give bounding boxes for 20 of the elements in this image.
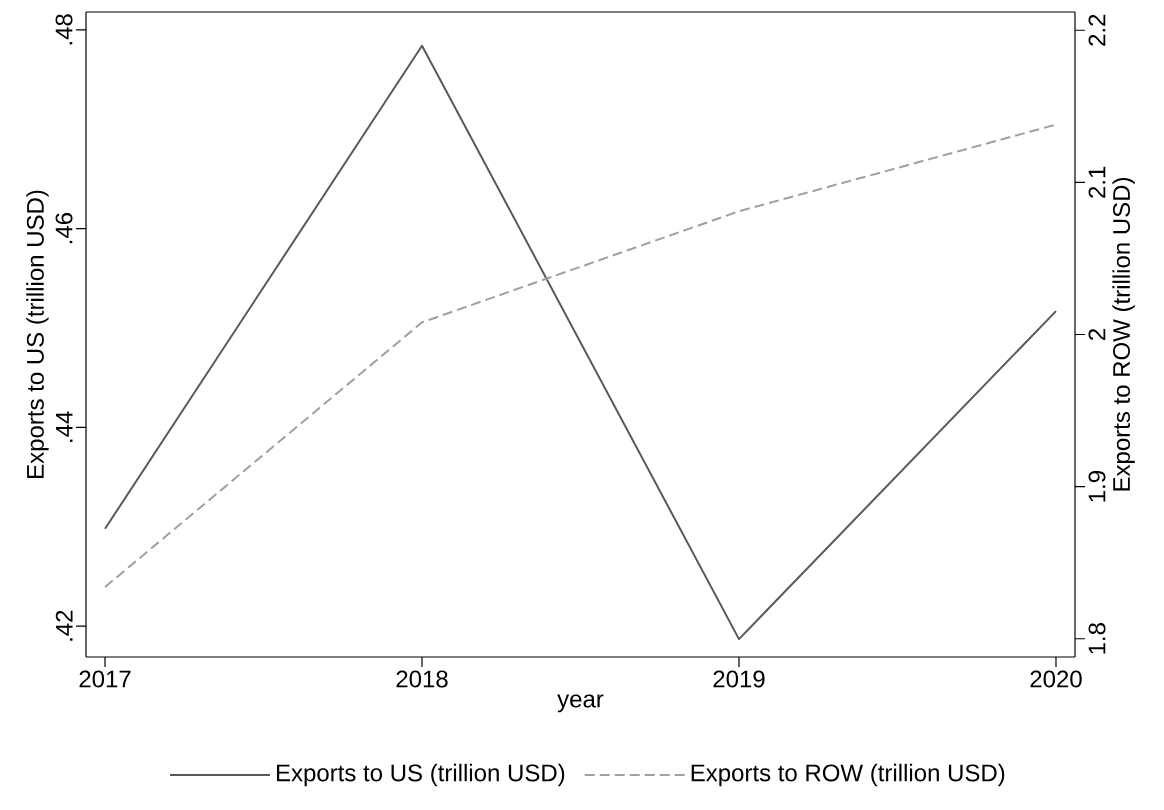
y-tick-label: .44 xyxy=(56,411,73,442)
y2-tick-label: 1.9 xyxy=(1088,471,1106,502)
y2-tick-label: 2 xyxy=(1088,329,1106,340)
x-tick-label: 2020 xyxy=(1030,670,1082,688)
line-series xyxy=(104,44,1057,641)
x-axis-title: year xyxy=(557,694,604,713)
y-tick-label: .46 xyxy=(55,213,73,244)
line-series xyxy=(104,123,1057,589)
y2-tick-label: 2.2 xyxy=(1088,14,1106,46)
legend-label: Exports to US (trillion USD) xyxy=(276,763,565,787)
x-tick-label: 2017 xyxy=(79,670,131,688)
y-tick-label: .42 xyxy=(55,610,73,641)
x-tick-label: 2018 xyxy=(396,670,448,688)
y2-tick-label: 1.8 xyxy=(1088,623,1106,654)
x-tick-label: 2019 xyxy=(713,670,765,688)
y-tick-label: .48 xyxy=(55,14,73,45)
y2-tick-label: 2.1 xyxy=(1088,166,1106,198)
legend-label: Exports to ROW (trillion USD) xyxy=(691,763,1005,787)
y-axis-title: Exports to US (trillion USD) xyxy=(26,190,49,478)
y2-axis-title: Exports to ROW (trillion USD) xyxy=(1112,177,1135,491)
